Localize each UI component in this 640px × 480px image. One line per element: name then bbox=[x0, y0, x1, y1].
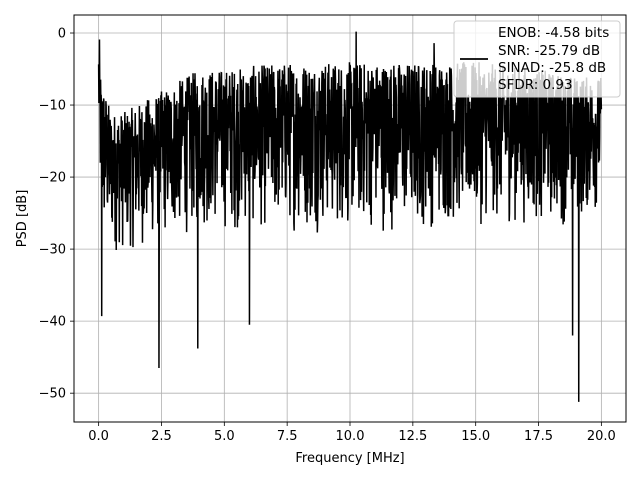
legend: ENOB: -4.58 bits SNR: -25.79 dB SINAD: -… bbox=[453, 20, 621, 98]
x-tick-label: 5.0 bbox=[214, 429, 235, 444]
y-axis-label: PSD [dB] bbox=[15, 190, 30, 248]
x-tick-label: 10.0 bbox=[336, 429, 365, 444]
legend-sfdr: SFDR: 0.93 bbox=[498, 77, 573, 93]
legend-sinad: SINAD: -25.8 dB bbox=[498, 60, 606, 76]
y-tick-label: −20 bbox=[39, 171, 66, 186]
y-tick-label: −10 bbox=[39, 99, 66, 114]
y-tick-label: −30 bbox=[39, 243, 66, 258]
legend-snr: SNR: -25.79 dB bbox=[498, 43, 600, 59]
legend-box bbox=[453, 20, 621, 98]
y-tick-label: −40 bbox=[39, 315, 66, 330]
y-tick-label: −50 bbox=[39, 387, 66, 402]
series-group bbox=[97, 31, 603, 402]
x-axis: 0.0 2.5 5.0 7.5 10.0 12.5 15.0 17.5 20.0 bbox=[88, 422, 616, 444]
y-axis: 0 −10 −20 −30 −40 −50 bbox=[39, 27, 74, 402]
x-tick-label: 12.5 bbox=[398, 429, 427, 444]
y-tick-label: 0 bbox=[58, 27, 66, 42]
x-tick-label: 7.5 bbox=[277, 429, 298, 444]
x-axis-label: Frequency [MHz] bbox=[295, 451, 404, 466]
x-tick-label: 15.0 bbox=[461, 429, 490, 444]
legend-enob: ENOB: -4.58 bits bbox=[498, 25, 609, 41]
x-tick-label: 2.5 bbox=[151, 429, 172, 444]
psd-series-line bbox=[97, 31, 603, 402]
x-tick-label: 0.0 bbox=[88, 429, 109, 444]
x-tick-label: 20.0 bbox=[587, 429, 616, 444]
x-tick-label: 17.5 bbox=[524, 429, 553, 444]
